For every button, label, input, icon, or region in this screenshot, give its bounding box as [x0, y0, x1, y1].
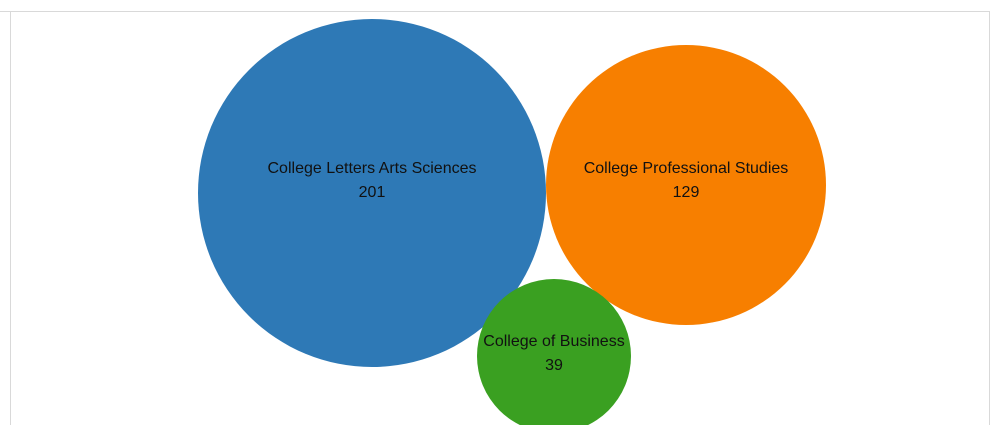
bubble-value-college-professional-studies: 129 — [673, 184, 700, 201]
bubble-label-college-professional-studies: College Professional Studies — [584, 160, 789, 177]
bubble-circle-college-of-business[interactable] — [477, 279, 631, 425]
frame-border-top — [0, 11, 990, 12]
frame-border-left — [10, 11, 11, 425]
bubble-circle-college-professional-studies[interactable] — [546, 45, 826, 325]
bubble-label-college-of-business: College of Business — [483, 333, 624, 350]
bubble-value-college-letters-arts-sciences: 201 — [359, 184, 386, 201]
bubble-college-letters-arts-sciences[interactable] — [198, 19, 546, 367]
bubble-college-professional-studies[interactable] — [546, 45, 826, 325]
frame-border-right — [989, 11, 990, 425]
bubble-label-college-letters-arts-sciences: College Letters Arts Sciences — [268, 160, 477, 177]
bubble-value-college-of-business: 39 — [545, 357, 563, 374]
bubble-circle-college-letters-arts-sciences[interactable] — [198, 19, 546, 367]
bubble-college-of-business[interactable] — [477, 279, 631, 425]
